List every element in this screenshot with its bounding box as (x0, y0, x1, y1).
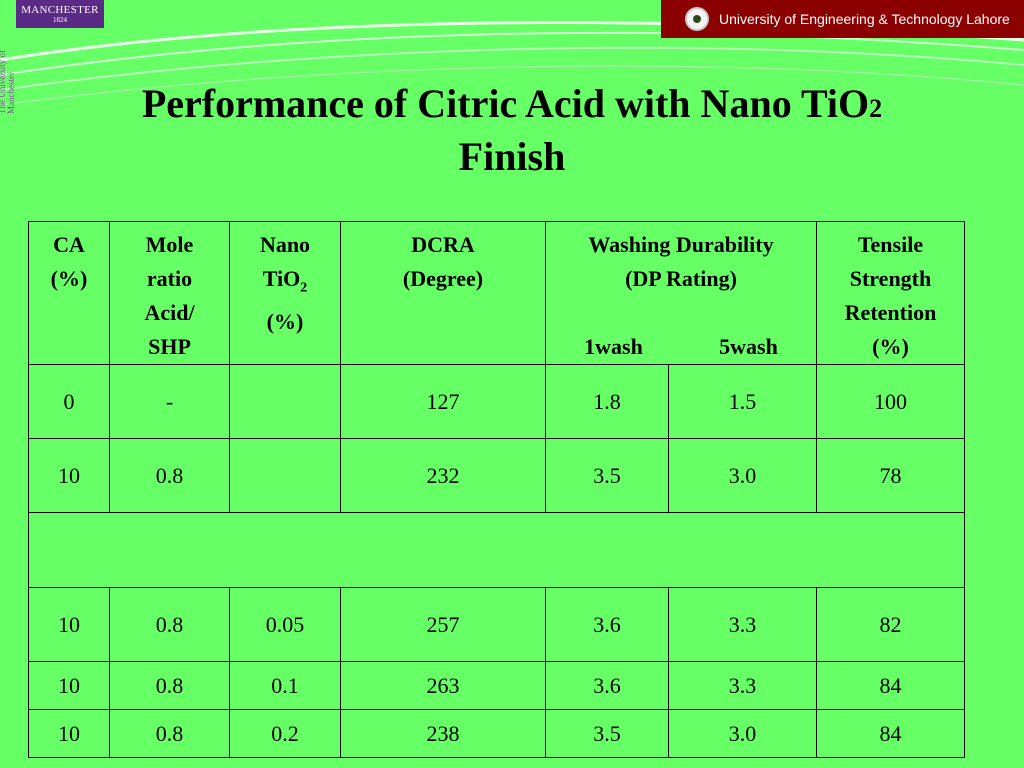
header-tensile-strength: Tensile Strength Retention (%) (816, 221, 965, 365)
table-row-separator (28, 512, 965, 588)
manchester-logo-name: MANCHESTER (21, 4, 99, 16)
table-cell: 3.0 (668, 438, 817, 513)
results-table: CA (%) Mole ratio Acid/ SHP Nano TiO2 (%)… (28, 221, 965, 758)
table-cell: 3.3 (668, 587, 817, 662)
university-banner-text: University of Engineering & Technology L… (719, 11, 1010, 27)
header-nano-tio2: Nano TiO2 (%) (229, 221, 341, 365)
table-cell: 0.8 (109, 661, 230, 710)
header-1wash: 1wash (584, 334, 643, 359)
header-washing-durability: Washing Durability (DP Rating) 1wash 5wa… (545, 221, 817, 365)
university-banner: University of Engineering & Technology L… (661, 0, 1024, 38)
table-cell: 10 (28, 709, 110, 758)
table-row: 10 0.8 232 3.5 3.0 78 (28, 438, 965, 513)
table-cell: 0 (28, 364, 110, 439)
table-cell: 3.3 (668, 661, 817, 710)
header-ca: CA (%) (28, 221, 110, 365)
table-cell: 0.8 (109, 587, 230, 662)
table-cell: 1.5 (668, 364, 817, 439)
table-cell: 3.0 (668, 709, 817, 758)
table-cell: 100 (816, 364, 965, 439)
table-cell (229, 438, 341, 513)
table-cell: 3.6 (545, 587, 669, 662)
manchester-logo: MANCHESTER 1824 (16, 0, 104, 28)
table-row: 10 0.8 0.2 238 3.5 3.0 84 (28, 709, 965, 758)
table-cell: 3.5 (545, 438, 669, 513)
table-cell: 232 (340, 438, 546, 513)
table-cell: 0.8 (109, 438, 230, 513)
table-cell: 1.8 (545, 364, 669, 439)
table-header-row: CA (%) Mole ratio Acid/ SHP Nano TiO2 (%)… (28, 221, 965, 365)
uet-emblem-icon (685, 7, 709, 31)
table-row: 10 0.8 0.05 257 3.6 3.3 82 (28, 587, 965, 662)
table-cell: 263 (340, 661, 546, 710)
table-cell: 82 (816, 587, 965, 662)
empty-separator-cell (28, 512, 965, 588)
table-row: 10 0.8 0.1 263 3.6 3.3 84 (28, 661, 965, 710)
table-cell: 0.1 (229, 661, 341, 710)
slide-title-line2: Finish (458, 134, 566, 179)
table-cell: 3.6 (545, 661, 669, 710)
table-cell: 10 (28, 587, 110, 662)
table-cell: 3.5 (545, 709, 669, 758)
table-cell: 127 (340, 364, 546, 439)
table-cell (229, 364, 341, 439)
table-cell: 0.05 (229, 587, 341, 662)
header-5wash: 5wash (719, 334, 778, 359)
table-cell: 78 (816, 438, 965, 513)
table-cell: 84 (816, 709, 965, 758)
slide-title: Performance of Citric Acid with Nano TiO… (0, 80, 1024, 181)
manchester-logo-year: 1824 (53, 16, 67, 24)
slide-title-line1: Performance of Citric Acid with Nano TiO… (141, 81, 883, 126)
table-cell: 257 (340, 587, 546, 662)
table-cell: - (109, 364, 230, 439)
table-row: 0 - 127 1.8 1.5 100 (28, 364, 965, 439)
table-cell: 10 (28, 438, 110, 513)
table-cell: 0.2 (229, 709, 341, 758)
table-cell: 0.8 (109, 709, 230, 758)
table-cell: 238 (340, 709, 546, 758)
table-cell: 84 (816, 661, 965, 710)
header-mole-ratio: Mole ratio Acid/ SHP (109, 221, 230, 365)
table-cell: 10 (28, 661, 110, 710)
header-dcra: DCRA (Degree) (340, 221, 546, 365)
